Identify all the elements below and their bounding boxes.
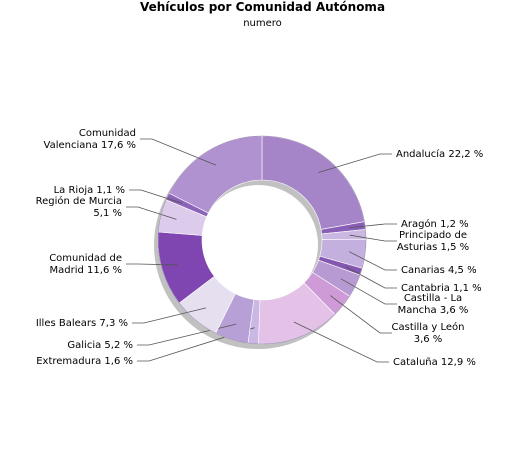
slice-label: Canarias 4,5 % bbox=[401, 265, 477, 276]
slice-label: Principado de Asturias 1,5 % bbox=[397, 230, 469, 253]
leader-line bbox=[137, 323, 237, 346]
leader-line bbox=[126, 263, 178, 266]
leader-line bbox=[129, 189, 183, 204]
leader-line bbox=[349, 223, 397, 229]
leader-line bbox=[126, 206, 177, 220]
donut-outline bbox=[157, 135, 367, 345]
slice-label: Galicia 5,2 % bbox=[67, 340, 133, 351]
leader-line bbox=[137, 327, 255, 362]
leader-line bbox=[330, 295, 392, 334]
chart-title: Vehículos por Comunidad Autónoma bbox=[139, 0, 386, 14]
slice-label: Región de Murcia 5,1 % bbox=[36, 195, 122, 219]
slice-label: Castilla - La Mancha 3,6 % bbox=[398, 293, 469, 316]
slice-label: Andalucía 22,2 % bbox=[396, 148, 483, 160]
chart-subtitle: numero bbox=[243, 18, 282, 29]
slice-label: Extremadura 1,6 % bbox=[36, 356, 133, 367]
leader-line bbox=[349, 234, 397, 242]
leader-line bbox=[340, 278, 397, 305]
slice-label: Aragón 1,2 % bbox=[401, 218, 469, 230]
slice-label: Comunidad de Madrid 11,6 % bbox=[49, 253, 122, 276]
leader-line bbox=[318, 153, 392, 173]
leader-line bbox=[345, 266, 397, 289]
slice-label: Illes Balears 7,3 % bbox=[36, 318, 128, 329]
leader-line bbox=[349, 251, 397, 271]
slice-label: Castilla y León 3,6 % bbox=[392, 321, 465, 345]
slice-label: Comunidad Valenciana 17,6 % bbox=[44, 128, 136, 151]
leader-line bbox=[140, 138, 216, 166]
slice-label: Cantabria 1,1 % bbox=[401, 283, 482, 294]
slice-label: La Rioja 1,1 % bbox=[54, 185, 125, 196]
slice-label: Cataluña 12,9 % bbox=[393, 357, 476, 368]
leader-line bbox=[293, 321, 389, 363]
leader-line bbox=[132, 307, 207, 324]
